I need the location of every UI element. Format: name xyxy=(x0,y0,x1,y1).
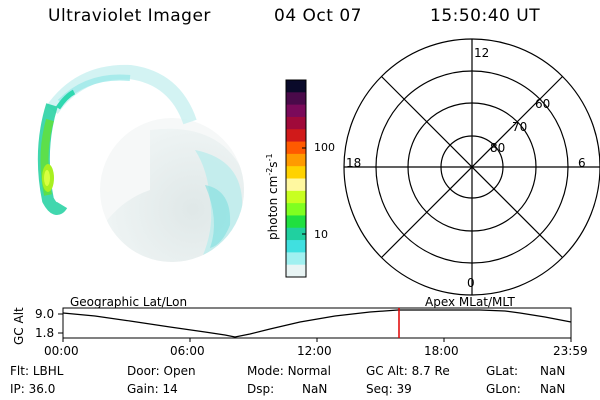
colorbar-segment xyxy=(286,252,306,266)
colorbar-segment xyxy=(286,215,306,229)
status-glat-value: NaN xyxy=(540,364,566,378)
status-glat: GLat: xyxy=(486,364,519,378)
status-door: Door: Open xyxy=(127,364,196,378)
geographic-label: Geographic Lat/Lon xyxy=(70,295,188,309)
colorbar-segment xyxy=(286,166,306,179)
y-tick-min: 1.8 xyxy=(35,326,55,340)
mlt-label-6: 6 xyxy=(578,156,586,170)
image-date: 04 Oct 07 xyxy=(274,6,362,26)
y-tick-max: 9.0 xyxy=(35,307,55,321)
status-dsp-value: NaN xyxy=(302,382,328,396)
apex-label: Apex MLat/MLT xyxy=(425,295,515,309)
mlat-label-70: 70 xyxy=(512,120,528,134)
colorbar-segment xyxy=(286,178,306,192)
mlt-label-0: 0 xyxy=(467,276,475,290)
colorbar-tick-10: 10 xyxy=(314,228,328,241)
colorbar-segment xyxy=(286,264,306,278)
instrument-title: Ultraviolet Imager xyxy=(48,6,211,26)
status-seq: Seq: 39 xyxy=(366,382,412,396)
status-gain: Gain: 14 xyxy=(127,382,178,396)
colorbar-segment xyxy=(286,129,306,143)
image-time: 15:50:40 UT xyxy=(430,6,541,26)
status-flt: Flt: LBHL xyxy=(10,364,64,378)
mlat-label-60: 60 xyxy=(535,97,551,111)
colorbar-segment xyxy=(286,116,306,130)
status-dsp: Dsp: xyxy=(247,382,275,396)
colorbar-segment xyxy=(286,104,306,118)
colorbar-segment xyxy=(286,141,306,155)
x-tick-2359: 23:59 xyxy=(553,344,588,358)
x-tick-1800: 18:00 xyxy=(424,344,459,358)
colorbar-segment xyxy=(286,80,306,93)
status-glon: GLon: xyxy=(486,382,521,396)
colorbar-tick-100: 100 xyxy=(314,141,335,154)
colorbar-segment xyxy=(286,240,306,253)
colorbar-segment xyxy=(286,227,306,241)
mlt-label-18: 18 xyxy=(346,156,362,170)
colorbar-segment xyxy=(286,153,306,167)
mlat-label-80: 80 xyxy=(490,141,506,155)
status-gc-alt: GC Alt: 8.7 Re xyxy=(366,364,450,378)
x-tick-1200: 12:00 xyxy=(297,344,332,358)
colorbar-segment xyxy=(286,92,306,106)
status-glon-value: NaN xyxy=(540,382,566,396)
x-tick-0000: 00:00 xyxy=(44,344,79,358)
mlt-label-12: 12 xyxy=(474,46,490,60)
colorbar-segment xyxy=(286,190,306,204)
x-tick-0600: 06:00 xyxy=(170,344,205,358)
colorbar-segment xyxy=(286,203,306,216)
status-mode: Mode: Normal xyxy=(247,364,331,378)
status-ip: IP: 36.0 xyxy=(10,382,56,396)
